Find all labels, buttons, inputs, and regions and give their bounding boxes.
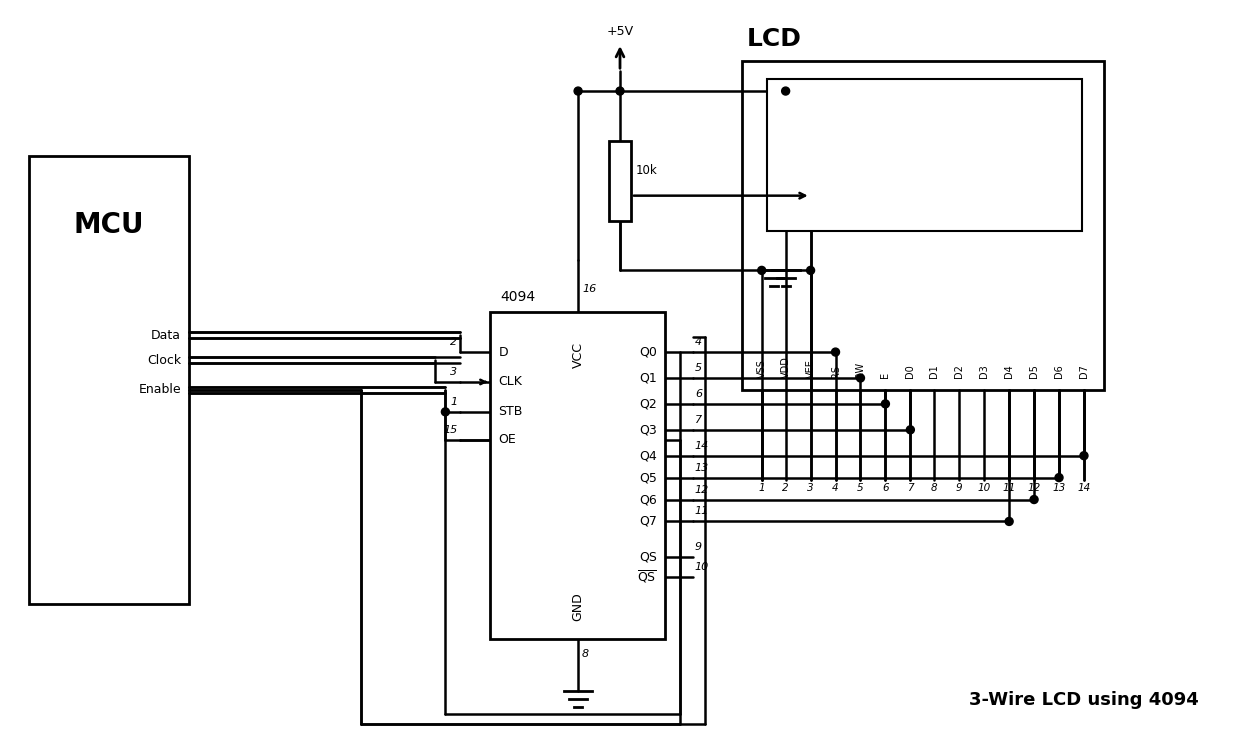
- Text: RS: RS: [830, 365, 840, 378]
- Bar: [491, 312, 665, 639]
- Bar: [30, 156, 189, 604]
- Text: 6: 6: [695, 389, 702, 399]
- Bar: [742, 61, 1104, 390]
- Text: 10: 10: [695, 562, 710, 572]
- Text: Enable: Enable: [138, 384, 181, 396]
- Text: 4: 4: [832, 483, 839, 492]
- Text: 15: 15: [443, 425, 457, 435]
- Bar: [609, 141, 631, 221]
- Text: D6: D6: [1055, 364, 1064, 378]
- Text: D2: D2: [954, 364, 964, 378]
- Text: Q5: Q5: [639, 471, 657, 484]
- Text: 3: 3: [807, 483, 814, 492]
- Circle shape: [574, 87, 583, 95]
- Text: E: E: [880, 372, 890, 378]
- Text: VSS: VSS: [757, 359, 767, 378]
- Bar: [767, 79, 1082, 230]
- Circle shape: [832, 348, 839, 356]
- Circle shape: [906, 426, 914, 434]
- Text: 11: 11: [695, 507, 710, 516]
- Text: D5: D5: [1030, 364, 1040, 378]
- Text: 5: 5: [857, 483, 864, 492]
- Text: VCC: VCC: [571, 342, 585, 368]
- Text: D: D: [498, 346, 508, 358]
- Text: Q3: Q3: [639, 423, 657, 437]
- Text: 10k: 10k: [636, 164, 657, 177]
- Circle shape: [881, 400, 889, 408]
- Text: MCU: MCU: [73, 211, 144, 238]
- Text: 4094: 4094: [500, 291, 535, 304]
- Circle shape: [442, 408, 449, 416]
- Text: Q1: Q1: [639, 372, 657, 384]
- Circle shape: [857, 374, 864, 382]
- Text: D3: D3: [979, 364, 990, 378]
- Text: D7: D7: [1079, 364, 1089, 378]
- Text: 11: 11: [1002, 483, 1016, 492]
- Text: D0: D0: [905, 364, 915, 378]
- Text: 6: 6: [883, 483, 889, 492]
- Text: 7: 7: [695, 415, 702, 425]
- Circle shape: [1030, 495, 1038, 504]
- Text: 5: 5: [695, 363, 702, 373]
- Circle shape: [1005, 518, 1013, 525]
- Text: 13: 13: [695, 463, 710, 472]
- Text: 12: 12: [1027, 483, 1041, 492]
- Text: Q6: Q6: [639, 493, 657, 506]
- Text: 9: 9: [695, 542, 702, 552]
- Text: 13: 13: [1052, 483, 1066, 492]
- Text: Q4: Q4: [639, 449, 657, 462]
- Text: Data: Data: [151, 329, 181, 342]
- Text: Q0: Q0: [639, 346, 657, 358]
- Text: 12: 12: [695, 484, 710, 495]
- Text: 3-Wire LCD using 4094: 3-Wire LCD using 4094: [969, 691, 1199, 708]
- Text: 14: 14: [695, 441, 710, 451]
- Circle shape: [616, 87, 624, 95]
- Text: 3: 3: [451, 367, 457, 377]
- Text: 4: 4: [695, 337, 702, 347]
- Text: 2: 2: [451, 337, 457, 347]
- Text: 2: 2: [782, 483, 789, 492]
- Text: 10: 10: [977, 483, 991, 492]
- Circle shape: [782, 87, 789, 95]
- Text: $\overline{\rm QS}$: $\overline{\rm QS}$: [637, 569, 657, 586]
- Circle shape: [1055, 474, 1063, 481]
- Text: Q7: Q7: [639, 515, 657, 528]
- Text: CLK: CLK: [498, 375, 522, 388]
- Text: Clock: Clock: [147, 354, 181, 367]
- Text: +5V: +5V: [606, 25, 634, 38]
- Text: Q2: Q2: [639, 397, 657, 410]
- Text: 16: 16: [583, 285, 596, 294]
- Text: VEE: VEE: [806, 359, 815, 378]
- Circle shape: [807, 267, 814, 274]
- Text: RW: RW: [855, 362, 865, 378]
- Text: 9: 9: [956, 483, 962, 492]
- Text: 8: 8: [583, 649, 589, 659]
- Text: D4: D4: [1005, 364, 1015, 378]
- Circle shape: [1079, 451, 1088, 460]
- Text: 1: 1: [451, 397, 457, 407]
- Text: 14: 14: [1077, 483, 1091, 492]
- Text: STB: STB: [498, 405, 523, 419]
- Text: OE: OE: [498, 434, 515, 446]
- Text: 1: 1: [758, 483, 764, 492]
- Text: 8: 8: [931, 483, 937, 492]
- Text: QS: QS: [639, 551, 657, 564]
- Text: D1: D1: [929, 364, 939, 378]
- Text: GND: GND: [571, 592, 585, 621]
- Text: 7: 7: [908, 483, 914, 492]
- Text: LCD: LCD: [747, 28, 802, 51]
- Text: VDD: VDD: [781, 356, 791, 378]
- Circle shape: [758, 267, 766, 274]
